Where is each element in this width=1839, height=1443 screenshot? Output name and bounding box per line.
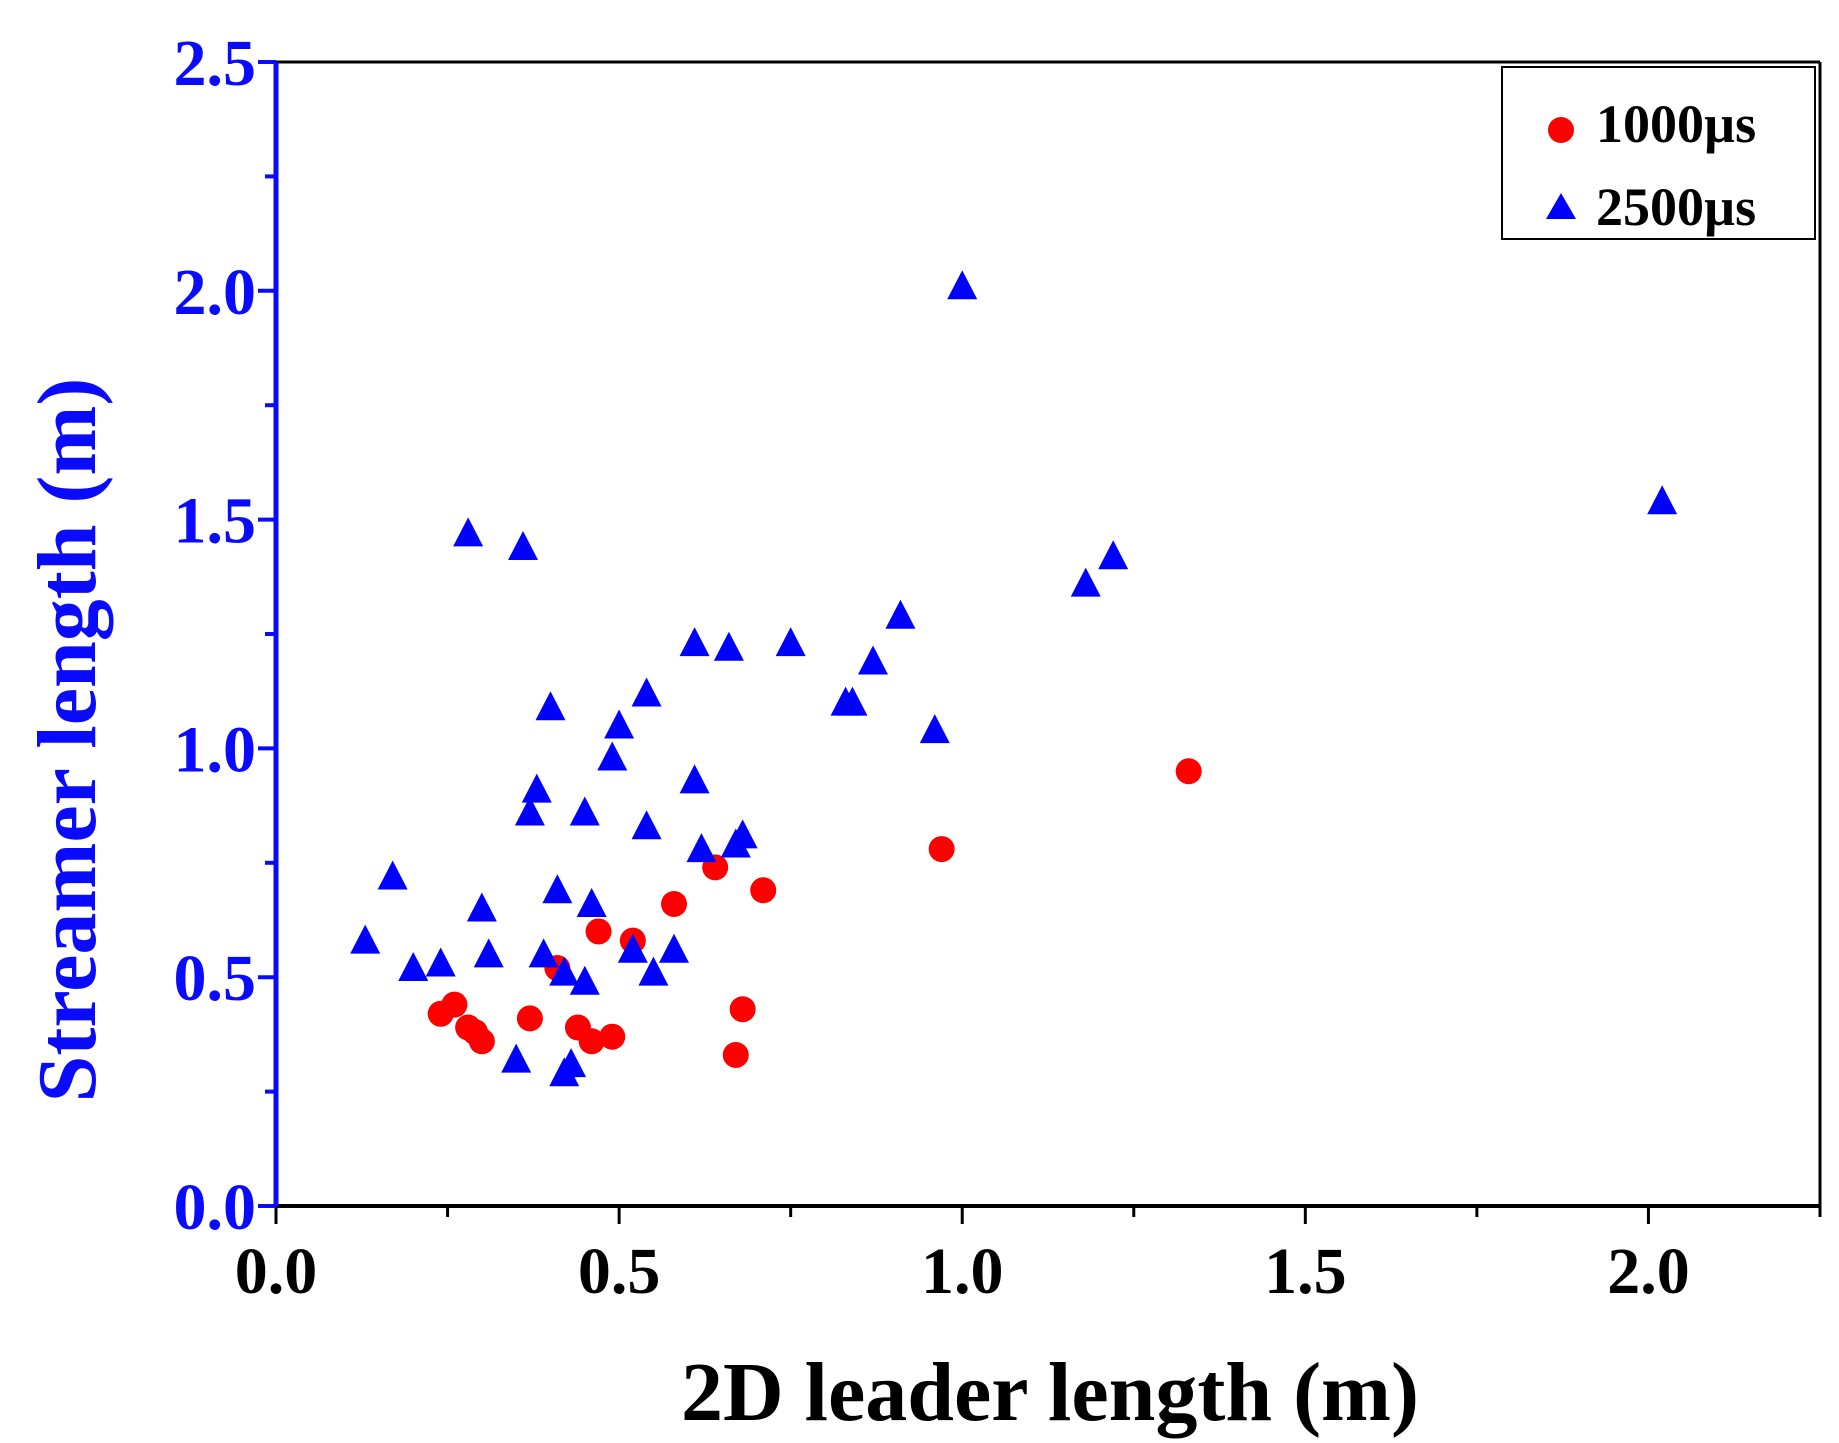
y-axis-ticks: 0.0 0.5 1.0 1.5 2.0 2.5 (174, 27, 276, 1244)
data-point-2500us (858, 645, 889, 675)
data-point-2500us (659, 933, 690, 963)
y-tick-label: 2.0 (174, 256, 257, 329)
data-point-2500us (631, 810, 662, 840)
x-tick-label: 1.0 (921, 1235, 1004, 1308)
data-point-2500us (508, 531, 539, 561)
data-point-2500us (350, 924, 381, 954)
data-points (350, 270, 1678, 1087)
x-axis-ticks: 0.0 0.5 1.0 1.5 2.0 (235, 1206, 1822, 1308)
data-point-1000us (468, 1028, 495, 1055)
data-point-2500us (947, 270, 978, 300)
y-tick-label: 2.5 (174, 27, 257, 100)
data-point-2500us (679, 627, 710, 657)
data-point-2500us (569, 965, 600, 995)
data-point-2500us (521, 773, 552, 803)
y-tick-label: 1.0 (174, 713, 257, 786)
data-point-1000us (928, 836, 955, 863)
data-point-2500us (466, 892, 497, 922)
data-point-2500us (569, 796, 600, 826)
data-point-2500us (514, 796, 545, 826)
data-point-2500us (425, 947, 456, 977)
data-point-2500us (542, 874, 573, 904)
data-point-1000us (516, 1005, 543, 1032)
data-point-2500us (453, 517, 484, 547)
legend[interactable]: 1000µs 2500µs (1501, 66, 1816, 240)
data-point-1000us (585, 918, 612, 945)
data-point-2500us (398, 952, 429, 982)
legend-marker-1000us (1548, 117, 1574, 143)
data-point-2500us (528, 938, 559, 968)
data-point-2500us (686, 833, 717, 863)
data-point-1000us (1175, 758, 1202, 785)
data-point-2500us (535, 691, 566, 721)
data-point-2500us (377, 860, 408, 890)
x-axis-title: 2D leader length (m) (681, 1346, 1419, 1439)
x-tick-label: 0.5 (578, 1235, 661, 1308)
legend-marker-2500us (1546, 193, 1576, 219)
data-point-2500us (1070, 567, 1101, 597)
data-point-1000us (578, 1028, 605, 1055)
data-point-2500us (604, 709, 635, 739)
data-point-2500us (837, 686, 868, 716)
data-point-2500us (631, 677, 662, 707)
y-tick-label: 0.0 (174, 1171, 257, 1244)
data-point-2500us (1647, 485, 1678, 515)
data-point-2500us (473, 938, 504, 968)
x-tick-label: 2.0 (1607, 1235, 1690, 1308)
data-point-2500us (597, 741, 628, 771)
legend-label-1000us: 1000µs (1596, 94, 1756, 154)
data-point-2500us (549, 956, 580, 986)
data-point-1000us (661, 890, 688, 917)
data-point-2500us (638, 956, 669, 986)
data-point-2500us (501, 1043, 532, 1073)
y-tick-label: 1.5 (174, 485, 257, 558)
data-point-2500us (713, 631, 744, 661)
data-point-2500us (576, 887, 607, 917)
y-axis-title: Streamer length (m) (21, 378, 114, 1103)
data-point-2500us (617, 933, 648, 963)
x-tick-label: 1.5 (1264, 1235, 1347, 1308)
data-point-1000us (441, 991, 468, 1018)
data-point-1000us (722, 1041, 749, 1068)
data-point-1000us (729, 996, 756, 1023)
data-point-2500us (775, 627, 806, 657)
data-point-2500us (556, 1048, 587, 1078)
data-point-2500us (885, 599, 916, 629)
data-point-2500us (1098, 540, 1129, 570)
y-tick-label: 0.5 (174, 942, 257, 1015)
data-point-2500us (727, 819, 758, 849)
data-point-2500us (919, 714, 950, 744)
data-point-1000us (599, 1023, 626, 1050)
x-tick-label: 0.0 (235, 1235, 318, 1308)
data-point-2500us (679, 764, 710, 794)
legend-label-2500us: 2500µs (1596, 177, 1756, 237)
data-point-1000us (750, 877, 777, 904)
